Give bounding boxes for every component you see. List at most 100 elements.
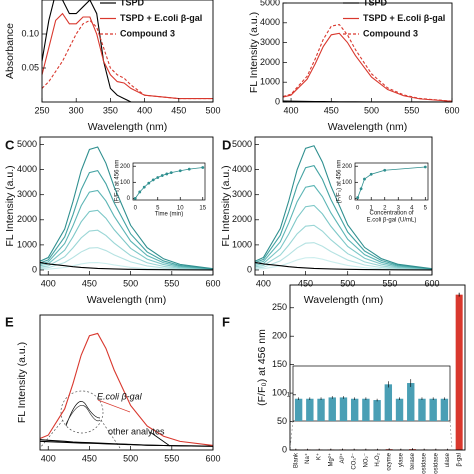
bar (455, 294, 463, 450)
legend-label: Compound 3 (120, 28, 175, 38)
y-tick-label: 2000 (17, 214, 37, 224)
panel-letter: D (222, 137, 231, 152)
y-tick-label: 1 (287, 392, 291, 398)
inset-line (357, 166, 426, 198)
y-tick-label: 150 (272, 359, 287, 369)
y-axis-label: FL Intensity (a.u.) (248, 12, 260, 93)
zoom-line (289, 420, 294, 450)
x-tick-label: 400 (137, 105, 152, 115)
legend-label: TSPD (363, 0, 388, 7)
inset-point (156, 176, 160, 179)
line-series (254, 165, 433, 270)
y-tick-label: 0 (275, 96, 280, 106)
x-tick-label: Mg²⁺ (327, 453, 334, 467)
inset-point (369, 172, 373, 176)
x-tick-label: ozyme (387, 452, 393, 470)
inset-point (178, 169, 182, 173)
annotation-arrows (97, 399, 171, 447)
y-tick-label: 3000 (232, 189, 252, 199)
x-tick-label: 4 (410, 206, 414, 212)
inset-point (187, 167, 191, 171)
y-tick-label: 2000 (232, 214, 252, 224)
inset-point (151, 178, 155, 182)
x-tick-label: 600 (205, 278, 220, 288)
x-tick-label: 500 (364, 105, 379, 115)
inset-bar (350, 398, 359, 421)
y-tick-label: 3000 (17, 189, 37, 199)
arrow (149, 431, 171, 447)
x-tick-label: 500 (340, 278, 355, 288)
x-tick-label: osidase (433, 452, 439, 473)
x-tick-label: 450 (82, 278, 97, 288)
y-tick-label: 0 (282, 444, 287, 454)
x-tick-label: 550 (404, 105, 419, 115)
x-tick-label: 2 (383, 206, 387, 212)
inset-point (201, 166, 205, 169)
y-tick-label: 4000 (260, 17, 280, 27)
inset-point (133, 196, 137, 200)
plot-frame (282, 2, 453, 103)
plot-frame (41, 0, 214, 103)
x-axis-label: Wavelength (nm) (328, 121, 408, 133)
y-axis-label: FL Intensity (a.u.) (16, 342, 28, 423)
line-series (39, 440, 214, 447)
x-tick-label: Al³⁺ (339, 453, 346, 464)
y-tick-label: 4000 (17, 164, 37, 174)
x-tick-label: ulase (445, 452, 451, 467)
y-tick-label: 100 (120, 180, 131, 186)
y-tick-label: 100 (272, 387, 287, 397)
zoom-line (39, 419, 64, 449)
inset-bar (407, 383, 415, 421)
y-tick-label: 200 (342, 164, 353, 170)
y-axis-label: (F/F₀) at 456 nm (256, 329, 268, 406)
inset-x-label: Concentration of (369, 211, 413, 217)
inset-bar (440, 398, 449, 421)
y-tick-label: 0.05 (21, 62, 39, 72)
x-tick-label: 500 (123, 453, 138, 463)
x-tick-label: 550 (382, 278, 397, 288)
zoom-circle (60, 390, 104, 434)
y-tick-label: 250 (272, 302, 287, 312)
line-series (254, 145, 433, 270)
inset-point (383, 168, 387, 172)
inset-bar (429, 398, 437, 421)
inset-bar (418, 398, 426, 421)
x-tick-label: 300 (69, 105, 84, 115)
y-tick-label: 5000 (232, 139, 252, 149)
x-tick-label: 550 (164, 453, 179, 463)
line-series (282, 32, 453, 102)
x-tick-label: 550 (164, 278, 179, 288)
y-tick-label: 0 (349, 196, 353, 202)
x-axis-label: Wavelength (nm) (304, 294, 384, 306)
line-series (254, 261, 433, 271)
x-tick-label: 450 (324, 105, 339, 115)
line-series (39, 146, 214, 270)
y-tick-label: 0.10 (21, 28, 39, 38)
inset-frame (354, 162, 429, 201)
line-series (39, 189, 214, 270)
y-axis-label: Absorbance (4, 23, 16, 79)
y-tick-label: 0 (247, 264, 252, 274)
y-tick-label: 200 (272, 331, 287, 341)
y-tick-label: 1000 (260, 77, 280, 87)
line-series (254, 224, 433, 271)
panel-letter: E (5, 314, 14, 329)
plot-frame (39, 314, 214, 451)
x-tick-label: 5 (156, 206, 160, 212)
line-series (39, 261, 214, 271)
x-tick-label: Blank (293, 452, 299, 468)
panel-letter: C (5, 137, 15, 152)
y-tick-label: 1000 (17, 239, 37, 249)
inset-point (160, 174, 164, 177)
x-tick-label: 350 (103, 105, 118, 115)
x-tick-label: NO₂⁻ (363, 453, 369, 468)
line-series (254, 184, 433, 270)
x-tick-label: 1 (370, 206, 374, 212)
zoom-curve (65, 401, 101, 427)
legend-label: TSPD + E.coli β-gal (363, 13, 445, 23)
arrow (97, 399, 131, 413)
y-axis-label: FL Intensity (a.u.) (4, 165, 16, 246)
x-tick-label: ylase (398, 452, 404, 467)
zoom-curve (65, 405, 101, 425)
